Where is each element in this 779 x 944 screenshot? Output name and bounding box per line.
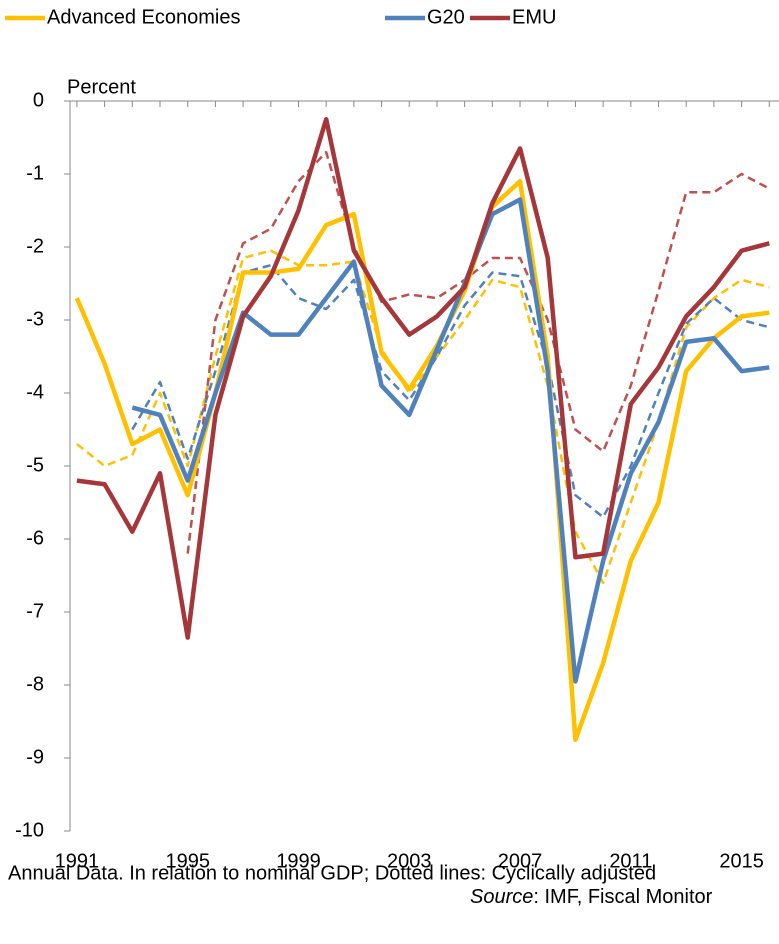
legend-label: EMU xyxy=(512,6,556,28)
x-tick-label: 2011 xyxy=(609,850,652,872)
x-tick-label: 1995 xyxy=(165,850,210,872)
line xyxy=(74,179,770,742)
y-tick-label: -4 xyxy=(26,381,44,403)
dashed-line xyxy=(76,249,770,585)
source: Source: IMF, Fiscal Monitor xyxy=(470,886,713,908)
y-axis-label: Percent xyxy=(67,76,136,98)
y-tick-label: 0 xyxy=(33,89,44,111)
y-tick-label: -2 xyxy=(26,235,44,257)
y-tick-label: -7 xyxy=(26,600,44,622)
y-tick-label: -1 xyxy=(26,162,44,184)
y-tick-label: -8 xyxy=(26,673,44,695)
source-text: : IMF, Fiscal Monitor xyxy=(533,886,712,908)
legend-label: Advanced Economies xyxy=(47,6,240,28)
source-label: Source xyxy=(470,886,533,908)
line xyxy=(76,117,770,640)
x-tick-label: 2007 xyxy=(498,850,543,872)
x-tick-label: 2003 xyxy=(387,850,432,872)
x-tick-label: 1999 xyxy=(276,850,321,872)
y-tick-label: -9 xyxy=(26,746,44,768)
x-tick-label: 2015 xyxy=(719,850,764,872)
y-tick-label: -6 xyxy=(26,527,44,549)
y-tick-label: -5 xyxy=(26,454,44,476)
y-tick-label: -10 xyxy=(15,819,44,841)
x-tick-label: 1991 xyxy=(55,850,100,872)
note: Annual Data. In relation to nominal GDP;… xyxy=(8,862,656,884)
y-tick-label: -3 xyxy=(26,308,44,330)
legend-label: G20 xyxy=(427,6,465,28)
